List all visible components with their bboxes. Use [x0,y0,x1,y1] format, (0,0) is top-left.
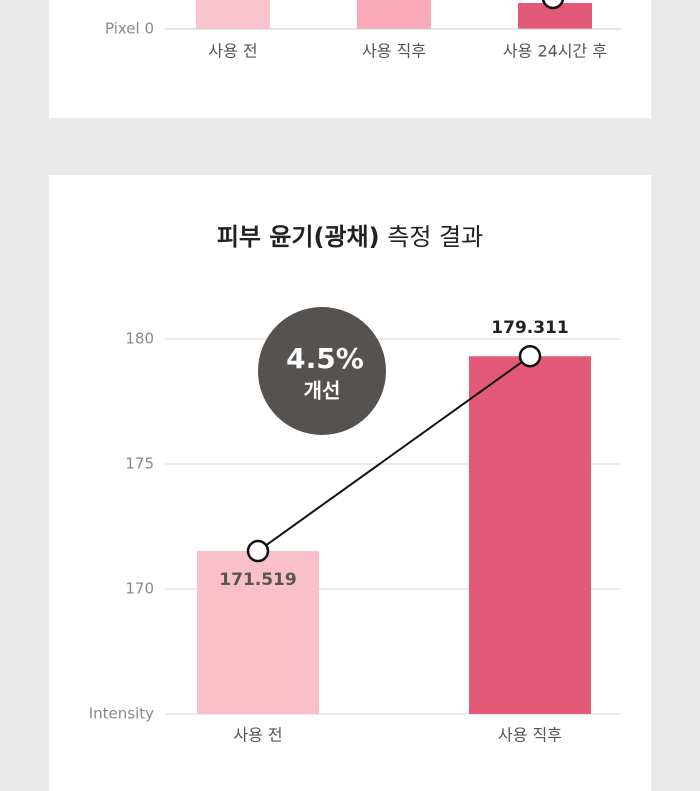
value-label: 179.311 [491,318,568,338]
value-label: 171.519 [219,570,296,590]
y-tick-label: 170 [125,580,154,598]
x-tick-label: 사용 전 [208,42,257,61]
marker [246,539,270,563]
y-tick-label: 175 [125,455,154,473]
y-tick-label: 180 [125,330,154,348]
y-tick-label: Intensity [89,705,154,723]
y-tick-label: Pixel 0 [105,20,154,38]
chart-top: Pixel 0 사용 전 사용 직후 사용 24시간 후 [105,20,621,61]
cropped-bar [196,0,270,29]
bar [197,551,319,714]
title-bold: 피부 윤기(광채) [217,223,380,251]
cropped-marker [541,0,565,10]
badge-text: 개선 [304,379,341,403]
x-tick-label: 사용 직후 [362,42,426,61]
badge-value: 4.5% [286,342,364,375]
line [257,355,531,552]
x-tick-label: 사용 직후 [498,726,562,745]
chart-bottom: Intensity 170 175 180 사용 전 사용 직후 171.519 179.31… [89,307,621,745]
marker [518,344,542,368]
chart-title: 피부 윤기(광채) 측정 결과 [217,223,483,251]
badge [258,307,386,435]
x-tick-label: 사용 24시간 후 [503,42,607,61]
x-tick-label: 사용 전 [233,726,282,745]
bar [469,356,591,714]
title-rest: 측정 결과 [387,223,483,251]
cropped-bar [357,0,431,29]
